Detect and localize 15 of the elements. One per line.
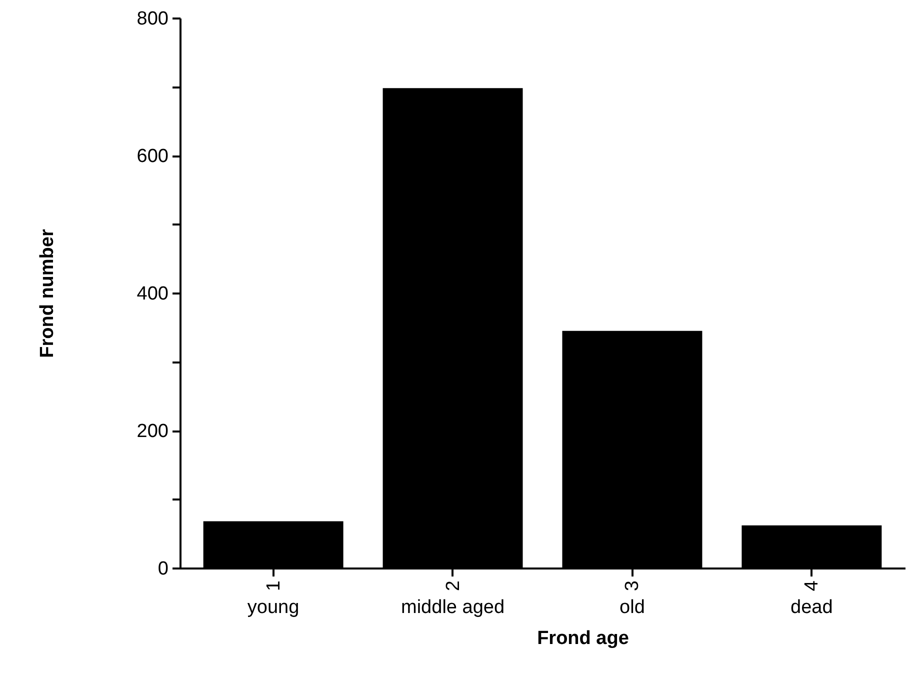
x-axis-title: Frond age	[537, 628, 629, 650]
y-tick-label: 0	[158, 558, 168, 580]
y-axis-title: Frond number	[36, 228, 58, 358]
text: young	[247, 597, 300, 618]
y-tick-label: 200	[136, 421, 168, 442]
x-tick-label: 1	[263, 580, 284, 592]
y-tick-label: 800	[136, 8, 168, 30]
y-tick-label: 400	[136, 284, 168, 304]
text: dead	[790, 597, 833, 618]
text: middle aged	[401, 597, 505, 618]
text: old	[620, 597, 645, 618]
y-tick-label: 600	[136, 146, 168, 167]
x-tick-label: 2	[442, 580, 464, 592]
x-tick-label: 4	[802, 580, 823, 592]
x-tick-label: 3	[622, 580, 644, 592]
